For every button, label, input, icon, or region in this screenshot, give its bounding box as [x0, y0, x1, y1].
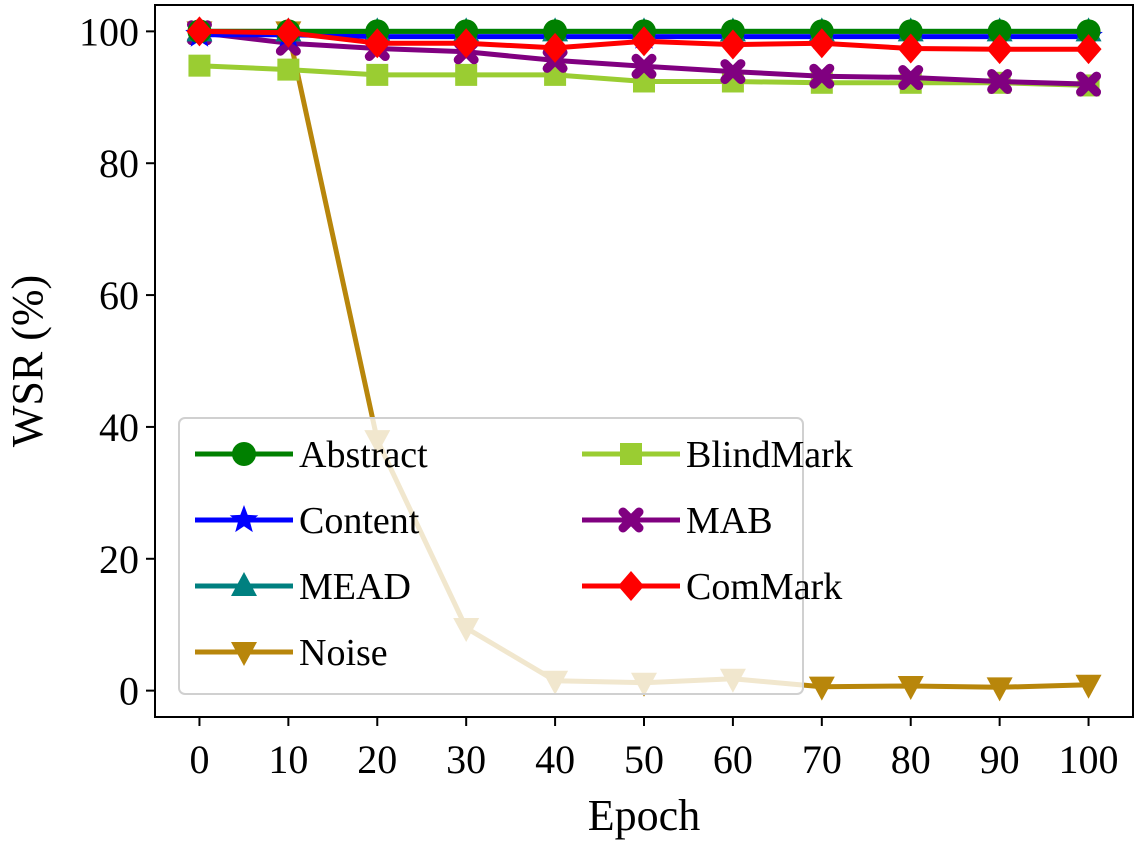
y-tick-label: 100	[79, 9, 139, 54]
x-tick-label: 10	[268, 737, 308, 782]
plot-series	[185, 16, 1103, 702]
y-tick-label: 60	[99, 273, 139, 318]
data-point-blindmark	[277, 58, 300, 81]
legend-entry-mead: MEAD	[195, 566, 411, 608]
data-point-noise	[986, 677, 1013, 702]
y-axis-title: WSR (%)	[3, 275, 52, 447]
legend-label-blindmark: BlindMark	[686, 434, 853, 476]
data-point-commark	[808, 28, 835, 59]
legend-label-content: Content	[299, 500, 420, 542]
x-tick-label: 0	[189, 737, 209, 782]
data-point-mab	[898, 65, 924, 91]
x-axis-title: Epoch	[588, 791, 700, 840]
x-tick-label: 30	[446, 737, 486, 782]
legend: Abstract Content MEAD Noise BlindMark MAB ComM…	[178, 417, 853, 695]
series-commark	[186, 16, 1102, 65]
legend-marker-commark	[618, 571, 644, 601]
data-point-commark	[986, 34, 1013, 65]
legend-marker-content	[229, 505, 259, 533]
x-tick-label: 20	[357, 737, 397, 782]
data-point-blindmark	[366, 63, 389, 86]
y-tick-label: 0	[119, 669, 139, 714]
legend-label-commark: ComMark	[686, 566, 842, 608]
x-tick-label: 100	[1059, 737, 1119, 782]
data-point-commark	[186, 16, 213, 47]
data-point-mab	[720, 59, 746, 85]
data-point-commark	[631, 26, 657, 57]
legend-marker-mab	[618, 507, 644, 533]
data-point-abstract	[543, 19, 568, 44]
data-point-mab	[1076, 71, 1102, 97]
x-tick-label: 40	[535, 737, 575, 782]
legend-entry-blindmark: BlindMark	[582, 434, 853, 476]
x-tick-label: 60	[713, 737, 753, 782]
data-point-mab	[987, 68, 1013, 94]
legend-label-mead: MEAD	[299, 566, 411, 608]
legend-box	[178, 417, 804, 695]
data-point-commark	[719, 29, 746, 60]
data-point-noise	[808, 676, 835, 701]
legend-marker-noise	[231, 642, 257, 666]
data-point-mab	[809, 63, 835, 89]
data-point-abstract	[1076, 19, 1101, 44]
data-point-abstract	[898, 19, 923, 44]
x-tick-label: 70	[802, 737, 842, 782]
legend-entry-mab: MAB	[582, 500, 773, 542]
data-point-commark	[542, 32, 569, 63]
y-tick-label: 80	[99, 141, 139, 186]
data-point-commark	[364, 28, 391, 59]
data-point-abstract	[987, 19, 1012, 44]
legend-entry-noise: Noise	[195, 632, 388, 674]
legend-marker-abstract	[232, 442, 256, 466]
data-point-noise	[897, 676, 924, 701]
legend-label-noise: Noise	[299, 632, 388, 674]
x-tick-label: 80	[891, 737, 931, 782]
x-tick-label: 90	[980, 737, 1020, 782]
data-point-blindmark	[455, 63, 478, 86]
data-point-commark	[897, 33, 924, 64]
data-point-mab	[631, 53, 657, 79]
legend-marker-mead	[231, 572, 257, 596]
data-point-commark	[1075, 34, 1102, 65]
data-point-commark	[453, 28, 480, 59]
legend-entry-abstract: Abstract	[195, 434, 428, 476]
legend-label-mab: MAB	[686, 500, 773, 542]
legend-label-abstract: Abstract	[299, 434, 428, 476]
x-tick-label: 50	[624, 737, 664, 782]
plot-frame	[154, 4, 1134, 718]
y-tick-label: 20	[99, 537, 139, 582]
legend-marker-blindmark	[620, 443, 642, 465]
legend-entry-commark: ComMark	[582, 566, 842, 608]
axes: 0 10 20 30 40 50 60 70 80 90 100 0 20 40 60 80 100	[79, 9, 1119, 782]
data-point-noise	[1075, 674, 1102, 699]
data-point-blindmark	[188, 54, 211, 77]
y-tick-label: 40	[99, 405, 139, 450]
legend-entry-content: Content	[195, 500, 420, 542]
data-point-commark	[275, 17, 302, 48]
